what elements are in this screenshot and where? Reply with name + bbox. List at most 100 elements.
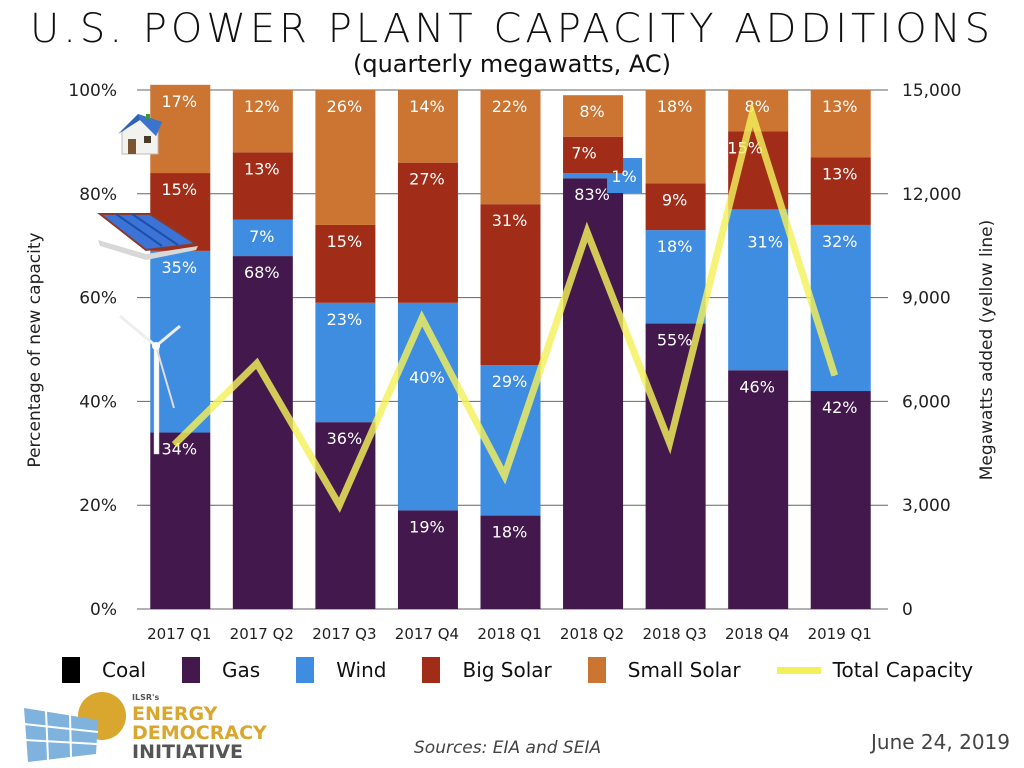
x-tick-label: 2017 Q4 bbox=[395, 625, 459, 643]
legend-item: Small Solar bbox=[587, 657, 741, 683]
logo-line3: INITIATIVE bbox=[132, 741, 243, 762]
data-label: 18% bbox=[657, 237, 693, 256]
data-labels: 34% 35% 15% 17% 68% 7% 13% 12% 36% 23% 15% 26% 19% 40… bbox=[161, 92, 857, 542]
bar-segment-gas bbox=[645, 323, 706, 609]
bar-segment-big-solar bbox=[645, 183, 706, 231]
bar-segment-small-solar bbox=[397, 90, 458, 163]
bar-segment-small-solar bbox=[480, 90, 541, 205]
line-point bbox=[586, 231, 588, 233]
y2-tick-label: 6,000 bbox=[902, 392, 951, 412]
solar-panel-icon bbox=[97, 213, 199, 260]
bar-segment-big-solar bbox=[563, 136, 624, 174]
data-label: 31% bbox=[492, 211, 528, 230]
data-label: 14% bbox=[409, 97, 445, 116]
legend-label: Small Solar bbox=[627, 658, 741, 682]
legend-item: Wind bbox=[296, 657, 386, 683]
legend-item: Total Capacity bbox=[776, 658, 974, 682]
y-tick-label: 0% bbox=[90, 600, 117, 620]
bar-segment-gas bbox=[810, 391, 871, 609]
data-label: 17% bbox=[161, 92, 197, 111]
ilsr-logo: ILSR's ENERGY DEMOCRACY INITIATIVE bbox=[23, 692, 267, 762]
bars bbox=[150, 84, 871, 610]
y2-tick-label: 3,000 bbox=[902, 496, 951, 516]
bar-segment-wind bbox=[397, 302, 458, 511]
y-tick-label: 60% bbox=[79, 289, 117, 309]
date-label: June 24, 2019 bbox=[871, 730, 1010, 754]
bar-segment-big-solar bbox=[480, 204, 541, 366]
line-point bbox=[669, 442, 671, 444]
legend-label: Total Capacity bbox=[832, 658, 974, 682]
solar-grid-icon bbox=[23, 708, 99, 762]
data-label: 9% bbox=[662, 190, 687, 209]
y-tick-label: 100% bbox=[68, 81, 117, 101]
x-tick-label: 2017 Q3 bbox=[312, 625, 376, 643]
y2-axis-title: Megawatts added (yellow line) bbox=[977, 220, 997, 481]
chart-title: U.S. POWER PLANT CAPACITY ADDITIONS bbox=[29, 6, 995, 52]
data-label: 8% bbox=[744, 97, 769, 116]
data-label: 19% bbox=[409, 517, 445, 536]
series-icons bbox=[97, 114, 199, 455]
data-label: 55% bbox=[657, 331, 693, 350]
legend-label: Big Solar bbox=[462, 658, 552, 682]
bar-segment-small-solar bbox=[232, 90, 293, 153]
bar-segment-small-solar bbox=[315, 90, 376, 225]
legend-color-swatch bbox=[296, 657, 315, 683]
bar-segment-gas bbox=[397, 510, 458, 609]
legend-label: Gas bbox=[222, 658, 261, 682]
y2-tick-label: 9,000 bbox=[902, 289, 951, 309]
x-tick-label: 2018 Q3 bbox=[642, 625, 706, 643]
bar-segment-small-solar bbox=[645, 90, 706, 184]
x-tick-label: 2017 Q2 bbox=[230, 625, 294, 643]
data-label: 40% bbox=[409, 368, 445, 387]
data-label: 1% bbox=[611, 167, 636, 186]
data-label: 7% bbox=[249, 227, 274, 246]
sources-note: Sources: EIA and SEIA bbox=[414, 738, 602, 758]
bar-segment-wind bbox=[728, 209, 789, 371]
legend-color-swatch bbox=[587, 657, 606, 683]
legend-item: Gas bbox=[182, 657, 260, 683]
x-tick-label: 2018 Q2 bbox=[560, 625, 624, 643]
y-axis-title: Percentage of new capacity bbox=[25, 232, 45, 467]
bar-segment-gas bbox=[232, 256, 293, 609]
logo-org: ILSR's bbox=[132, 693, 159, 702]
x-tick-label: 2018 Q4 bbox=[725, 625, 789, 643]
data-label: 68% bbox=[244, 263, 280, 282]
legend-item: Big Solar bbox=[422, 657, 552, 683]
y-tick-label: 20% bbox=[79, 496, 117, 516]
data-label: 18% bbox=[657, 97, 693, 116]
chart-subtitle: (quarterly megawatts, AC) bbox=[352, 50, 672, 78]
data-label: 31% bbox=[747, 232, 783, 251]
line-point bbox=[256, 362, 258, 364]
x-tick-label: 2019 Q1 bbox=[808, 625, 872, 643]
line-point bbox=[834, 374, 836, 376]
bar-segment-wind bbox=[645, 230, 706, 324]
logo-line2: DEMOCRACY bbox=[132, 722, 267, 744]
data-label: 83% bbox=[574, 185, 610, 204]
data-label: 13% bbox=[244, 159, 280, 178]
wind-turbine-icon bbox=[119, 314, 181, 455]
bar-segment-small-solar bbox=[810, 90, 871, 158]
line-point bbox=[421, 317, 423, 319]
line-point bbox=[173, 444, 175, 446]
bar-segment-gas bbox=[728, 370, 789, 609]
bar-segment-big-solar bbox=[397, 162, 458, 303]
legend-line-swatch bbox=[776, 666, 821, 674]
data-label: 36% bbox=[327, 429, 363, 448]
legend-item: Coal bbox=[62, 657, 146, 683]
legend-label: Coal bbox=[102, 658, 147, 682]
data-label: 15% bbox=[161, 180, 197, 199]
data-label: 23% bbox=[327, 310, 363, 329]
bar-segment-big-solar bbox=[315, 224, 376, 303]
data-label: 32% bbox=[822, 232, 858, 251]
data-label: 12% bbox=[244, 97, 280, 116]
logo-line1: ENERGY bbox=[132, 703, 218, 725]
data-label: 29% bbox=[492, 372, 528, 391]
total-capacity-line bbox=[171, 101, 839, 513]
data-label: 13% bbox=[822, 164, 858, 183]
data-label: 26% bbox=[327, 97, 363, 116]
data-label: 22% bbox=[492, 97, 528, 116]
bar-segment-wind bbox=[232, 219, 293, 257]
bar-segment-small-solar bbox=[150, 84, 211, 174]
y2-tick-label: 15,000 bbox=[902, 81, 961, 101]
